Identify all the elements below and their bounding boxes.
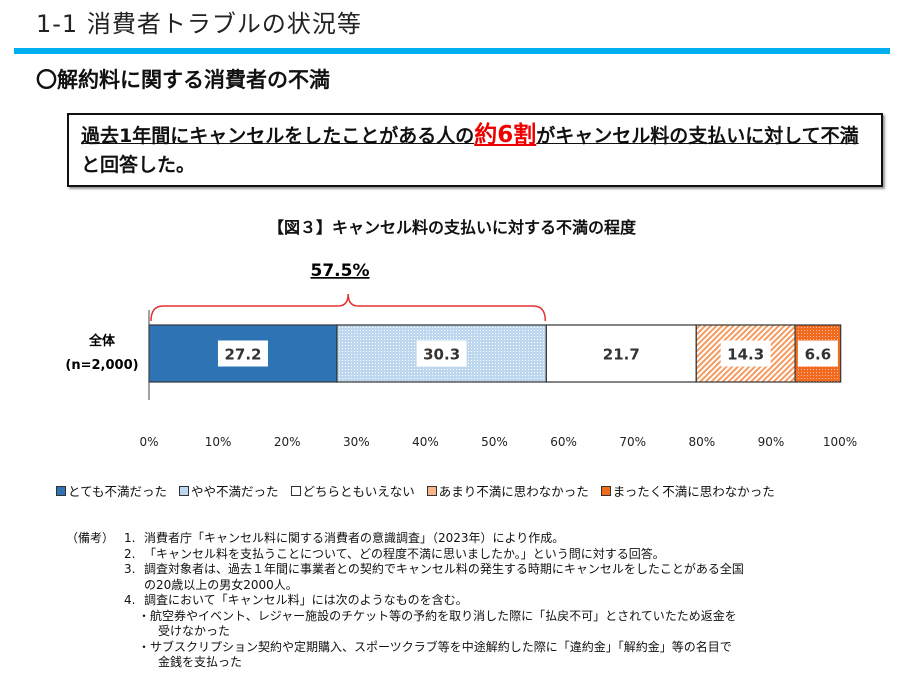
legend-item-very-dissatisfied: とても不満だった [56, 484, 167, 499]
bar-segment-3 [545, 324, 697, 383]
stacked-bar-chart: 57.5% 全体 (n=2,000) 27.2 30.3 21.7 14.3 6.6 0… [65, 261, 857, 449]
legend-swatch [56, 486, 66, 496]
notes-label: （備考） [66, 531, 115, 545]
legend-label: あまり不満に思わなかった [438, 484, 589, 499]
legend-swatch [179, 486, 189, 496]
note-number: 1. [124, 531, 136, 545]
summary-part3: と回答した。 [81, 154, 196, 176]
legend-item-not-very-dissatisfied: あまり不満に思わなかった [426, 484, 589, 499]
legend-swatch [600, 486, 611, 496]
x-tick-label: 20% [274, 435, 301, 449]
note-bullet-2-continued: 金銭を支払った [158, 655, 243, 669]
x-tick-label: 10% [205, 435, 232, 449]
note-text: 消費者庁「キャンセル料に関する消費者の意識調査」（2023年）により作成。 [144, 531, 565, 545]
annotation-label: 57.5% [311, 261, 370, 281]
note-bullet-2: ・サブスクリプション契約や定期購入、スポーツクラブ等を中途解約した際に「違約金」… [138, 639, 732, 654]
note-bullet-1: ・航空券やイベント、レジャー施設のチケット等の予約を取り消した際に「払戻不可」と… [138, 608, 737, 623]
x-tick-label: 60% [550, 435, 577, 449]
note-4: 4. 調査において「キャンセル料」には次のようなものを含む。 [66, 593, 744, 609]
note-3: 3. 調査対象者は、過去１年間に事業者との契約でキャンセル料の発生する時期にキャン… [66, 562, 744, 578]
note-text: 調査において「キャンセル料」には次のようなものを含む。 [144, 593, 468, 607]
note-3-continued: の20歳以上の男女2000人。 [144, 577, 298, 592]
legend-item-somewhat-dissatisfied: やや不満だった [179, 484, 279, 499]
data-label-bg [217, 340, 268, 367]
header-rule [14, 48, 890, 54]
x-tick-label: 70% [619, 435, 646, 449]
data-label-1: 27.2 [224, 346, 261, 364]
x-tick-label: 90% [758, 435, 785, 449]
legend-label: やや不満だった [191, 484, 279, 499]
data-label-bg [797, 340, 838, 367]
category-sample-size: (n=2,000) [65, 358, 138, 373]
x-tick-label: 80% [688, 435, 715, 449]
legend-label: どちらともいえない [302, 484, 415, 499]
summary-text: 過去1年間にキャンセルをしたことがある人の約6割がキャンセル料の支払いに対して不… [81, 121, 871, 180]
legend-label: まったく不満に思わなかった [612, 484, 775, 499]
x-tick-label: 50% [481, 435, 508, 449]
legend-label: とても不満だった [68, 484, 168, 499]
annotation-brace [150, 293, 547, 322]
legend-item-not-dissatisfied-at-all: まったく不満に思わなかった [600, 484, 775, 499]
note-1: （備考） 1. 消費者庁「キャンセル料に関する消費者の意識調査」（2023年）により… [66, 531, 744, 547]
x-tick-label: 0% [139, 435, 158, 449]
data-label-bg [720, 340, 771, 367]
data-label-4: 14.3 [727, 346, 764, 364]
notes: （備考） 1. 消費者庁「キャンセル料に関する消費者の意識調査」（2023年）により… [66, 531, 744, 671]
data-label-3: 21.7 [603, 346, 640, 364]
summary-part1: 過去1年間にキャンセルをしたことがある人の [81, 125, 475, 147]
summary-highlight: 約6割 [474, 122, 537, 148]
legend-swatch [426, 486, 437, 496]
note-text: 「キャンセル料を支払うことについて、どの程度不満に思いましたか。」という問に対す… [144, 546, 665, 561]
data-label-5: 6.6 [805, 346, 832, 364]
note-number: 3. [124, 562, 136, 576]
chart-title: 【図３】キャンセル料の支払いに対する不満の程度 [267, 218, 636, 237]
summary-part2: がキャンセル料の支払いに対して不満 [536, 125, 859, 147]
data-label-2: 30.3 [423, 346, 460, 364]
legend-swatch [290, 486, 301, 496]
legend: とても不満だった やや不満だった どちらともいえない あまり不満に思わなかった … [56, 481, 783, 500]
summary-box: 過去1年間にキャンセルをしたことがある人の約6割がキャンセル料の支払いに対して不… [67, 113, 883, 187]
note-2: 2. 「キャンセル料を支払うことについて、どの程度不満に思いましたか。」という問に… [66, 547, 744, 563]
x-tick-label: 100% [823, 435, 857, 449]
x-tick-label: 40% [412, 435, 439, 449]
note-text: 調査対象者は、過去１年間に事業者との契約でキャンセル料の発生する時期にキャンセル… [144, 562, 744, 576]
legend-item-neutral: どちらともいえない [290, 484, 415, 499]
page-header: 1-1 消費者トラブルの状況等 [36, 10, 362, 38]
category-label: 全体 [88, 333, 116, 349]
section-subtitle: 〇解約料に関する消費者の不満 [36, 68, 330, 92]
note-number: 4. [124, 593, 136, 607]
x-tick-label: 30% [343, 435, 370, 449]
data-label-bg [416, 340, 467, 367]
note-bullet-1-continued: 受けなかった [158, 624, 231, 638]
note-number: 2. [124, 546, 136, 561]
